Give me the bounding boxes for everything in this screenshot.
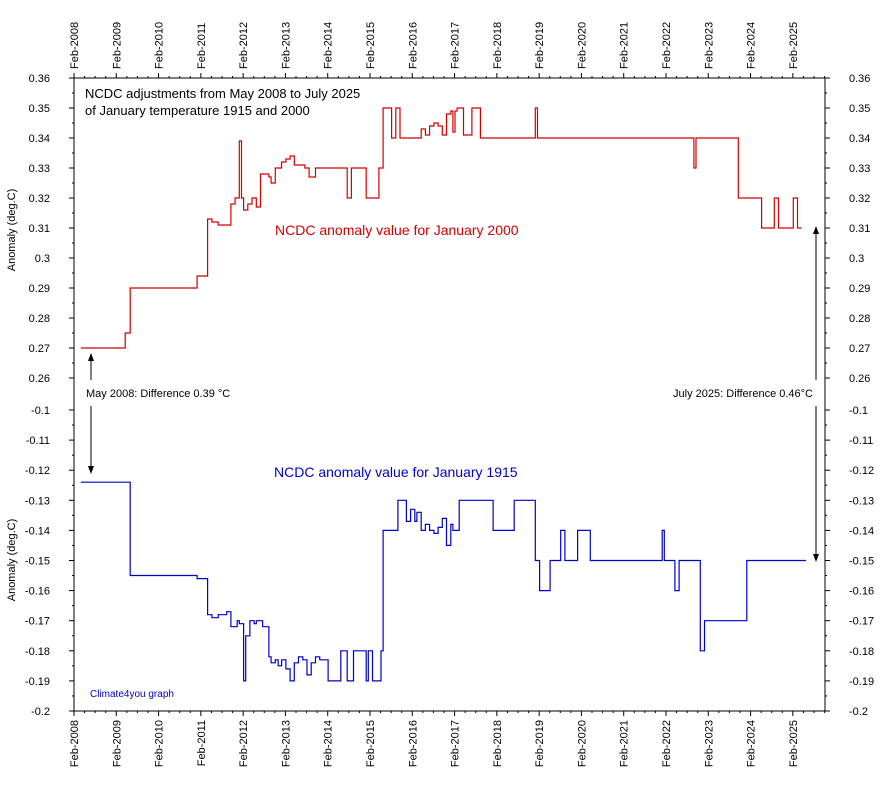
y-tick-label-right: 0.32	[849, 193, 870, 205]
y-tick-label-right: 0.34	[849, 133, 870, 145]
series-label-2000: NCDC anomaly value for January 2000	[275, 222, 519, 238]
y-tick-label-right: 0.26	[849, 373, 870, 385]
x-tick-label-top: Feb-2015	[365, 22, 377, 69]
y-axis-ticks-bottom: -0.1 -0.1 -0.11 -0.11 -0.12 -0.12 -0.13 -0.13 -0…	[25, 405, 874, 718]
y-tick-label-right: 0.33	[849, 163, 870, 175]
x-tick-label-bottom: Feb-2011	[196, 720, 208, 766]
x-tick-label-top: Feb-2021	[619, 22, 631, 69]
x-tick-label-top: Feb-2020	[576, 22, 588, 69]
y-tick-label-right: -0.17	[849, 616, 874, 628]
y-tick-label-left: 0.36	[29, 73, 50, 85]
x-tick-label-bottom: Feb-2008	[69, 720, 81, 767]
chart-title-line-2: of January temperature 1915 and 2000	[85, 103, 310, 118]
x-tick-label-top: Feb-2013	[280, 22, 292, 69]
x-tick-label-top: Feb-2010	[154, 22, 166, 69]
y-tick-label-left: 0.32	[29, 193, 50, 205]
y-tick-label-left: -0.14	[25, 525, 50, 537]
y-tick-label-left: -0.1	[31, 405, 50, 417]
x-tick-label-top: Feb-2016	[407, 22, 419, 69]
y-tick-label-left: -0.18	[25, 646, 50, 658]
y-tick-label-right: 0.29	[849, 283, 870, 295]
y-tick-label-left: 0.35	[29, 103, 50, 115]
x-tick-label-top: Feb-2014	[323, 22, 335, 69]
arrow-left-down	[88, 406, 94, 474]
y-tick-label-left: -0.17	[25, 616, 50, 628]
x-tick-label-bottom: Feb-2018	[492, 720, 504, 767]
y-tick-label-right: 0.31	[849, 223, 870, 235]
x-tick-label-bottom: Feb-2016	[407, 720, 419, 767]
x-tick-label-bottom: Feb-2023	[703, 720, 715, 767]
y-tick-label-left: -0.11	[26, 435, 50, 447]
series-label-1915: NCDC anomaly value for January 1915	[274, 464, 518, 480]
chart-title-line-1: NCDC adjustments from May 2008 to July 2…	[85, 86, 360, 101]
x-tick-label-bottom: Feb-2012	[238, 720, 250, 767]
y-tick-label-right: 0.28	[849, 313, 870, 325]
x-tick-label-top: Feb-2018	[492, 22, 504, 69]
x-tick-label-top: Feb-2024	[746, 22, 758, 69]
arrow-right-down	[813, 406, 819, 562]
x-tick-label-top: Feb-2023	[703, 22, 715, 69]
x-tick-label-top: Feb-2017	[450, 22, 462, 69]
y-tick-label-right: 0.27	[849, 343, 870, 355]
y-tick-label-right: -0.19	[849, 676, 874, 688]
y-axis-label-bottom: Anomaly (deg.C)	[6, 519, 18, 602]
x-tick-label-bottom: Feb-2021	[619, 720, 631, 767]
y-tick-label-right: -0.1	[849, 405, 868, 417]
x-tick-label-bottom: Feb-2019	[534, 720, 546, 767]
y-axis-label-top: Anomaly (deg.C)	[6, 189, 18, 272]
annotation-may-2008: May 2008: Difference 0.39 °C	[86, 388, 230, 400]
y-tick-label-left: 0.28	[29, 313, 50, 325]
y-tick-label-left: -0.13	[25, 495, 50, 507]
y-tick-label-right: -0.16	[849, 586, 874, 598]
y-tick-label-left: -0.12	[25, 465, 50, 477]
y-tick-label-right: -0.18	[849, 646, 874, 658]
y-tick-label-right: -0.13	[849, 495, 874, 507]
y-tick-label-right: -0.14	[849, 525, 874, 537]
x-tick-label-top: Feb-2022	[661, 22, 673, 69]
y-tick-label-right: 0.36	[849, 73, 870, 85]
y-tick-label-left: -0.19	[25, 676, 50, 688]
x-axis-ticks: Feb-2008 Feb-2008 Feb-2009 Feb-2009 Feb-2010…	[69, 22, 826, 767]
arrow-left-up	[88, 353, 94, 380]
y-tick-label-right: -0.12	[849, 465, 874, 477]
x-tick-label-top: Feb-2025	[788, 22, 800, 69]
y-tick-label-left: 0.27	[29, 343, 50, 355]
y-tick-label-right: -0.11	[849, 435, 873, 447]
y-tick-label-left: 0.26	[29, 373, 50, 385]
x-tick-label-bottom: Feb-2009	[111, 720, 123, 767]
y-tick-label-left: 0.34	[29, 133, 50, 145]
y-tick-label-left: 0.3	[35, 253, 50, 265]
x-tick-label-bottom: Feb-2013	[280, 720, 292, 767]
y-tick-label-right: -0.2	[849, 706, 868, 718]
y-tick-label-left: 0.33	[29, 163, 50, 175]
x-tick-label-bottom: Feb-2014	[323, 720, 335, 767]
credit-text: Climate4you graph	[90, 689, 174, 700]
x-tick-label-bottom: Feb-2015	[365, 720, 377, 767]
x-tick-label-bottom: Feb-2022	[661, 720, 673, 767]
x-tick-label-top: Feb-2011	[196, 23, 208, 69]
series-line-2000	[80, 107, 802, 349]
x-tick-label-top: Feb-2019	[534, 22, 546, 69]
x-tick-label-bottom: Feb-2020	[576, 720, 588, 767]
y-axis-ticks-top: 0.36 0.36 0.35 0.35 0.34 0.34 0.33 0.33 0.32 0.32…	[29, 73, 871, 385]
x-tick-label-top: Feb-2008	[69, 22, 81, 69]
y-tick-label-left: 0.31	[29, 223, 50, 235]
arrow-right-up	[813, 226, 819, 380]
series-line-1915	[80, 481, 806, 682]
annotation-july-2025: July 2025: Difference 0.46°C	[673, 388, 813, 400]
x-tick-label-bottom: Feb-2024	[746, 720, 758, 767]
y-tick-label-right: 0.3	[849, 253, 864, 265]
x-tick-label-top: Feb-2009	[111, 22, 123, 69]
y-tick-label-right: 0.35	[849, 103, 870, 115]
x-tick-label-top: Feb-2012	[238, 22, 250, 69]
x-tick-label-bottom: Feb-2010	[154, 720, 166, 767]
y-tick-label-left: -0.15	[25, 556, 50, 568]
y-tick-label-right: -0.15	[849, 556, 874, 568]
y-tick-label-left: -0.2	[31, 706, 50, 718]
y-tick-label-left: 0.29	[29, 283, 50, 295]
y-tick-label-left: -0.16	[25, 586, 50, 598]
x-tick-label-bottom: Feb-2025	[788, 720, 800, 767]
x-tick-label-bottom: Feb-2017	[450, 720, 462, 767]
